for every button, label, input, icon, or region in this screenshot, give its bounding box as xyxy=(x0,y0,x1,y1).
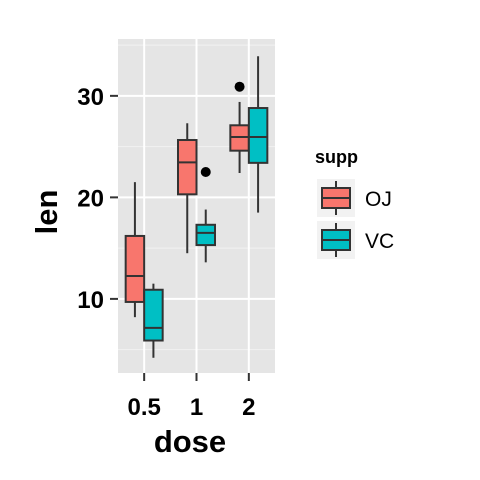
box-body xyxy=(195,223,216,247)
box-VC-0.5 xyxy=(143,283,164,358)
x-tick-label: 1 xyxy=(190,394,203,421)
outlier-point xyxy=(200,166,211,177)
legend-item-VC: VC xyxy=(317,221,394,259)
legend: supp OJ VC xyxy=(315,147,394,259)
x-tick-label: 2 xyxy=(242,394,255,421)
y-tick-label: 20 xyxy=(77,185,104,212)
legend-item-OJ: OJ xyxy=(317,179,392,217)
box-body xyxy=(247,107,269,164)
x-axis: 0.5 1 2 xyxy=(127,373,256,421)
y-axis: 10 20 30 xyxy=(77,84,118,314)
box-body xyxy=(177,139,198,196)
box-OJ-2 xyxy=(229,81,250,174)
legend-title: supp xyxy=(315,147,358,167)
x-axis-title: dose xyxy=(154,424,226,459)
legend-label: OJ xyxy=(365,188,392,211)
box-VC-2 xyxy=(247,56,269,213)
box-VC-1 xyxy=(195,166,216,263)
box-body xyxy=(124,234,146,303)
major-gridlines xyxy=(118,39,275,373)
y-tick-label: 30 xyxy=(77,84,104,111)
outlier-point xyxy=(234,81,245,92)
y-axis-title: len xyxy=(29,190,64,235)
legend-label: VC xyxy=(365,230,394,253)
box-OJ-1 xyxy=(177,123,198,254)
box-series xyxy=(124,56,269,358)
box-OJ-0.5 xyxy=(124,182,146,318)
box-body xyxy=(143,288,164,342)
box-body xyxy=(229,124,250,152)
x-tick-label: 0.5 xyxy=(127,394,160,421)
y-tick-label: 10 xyxy=(77,287,104,314)
